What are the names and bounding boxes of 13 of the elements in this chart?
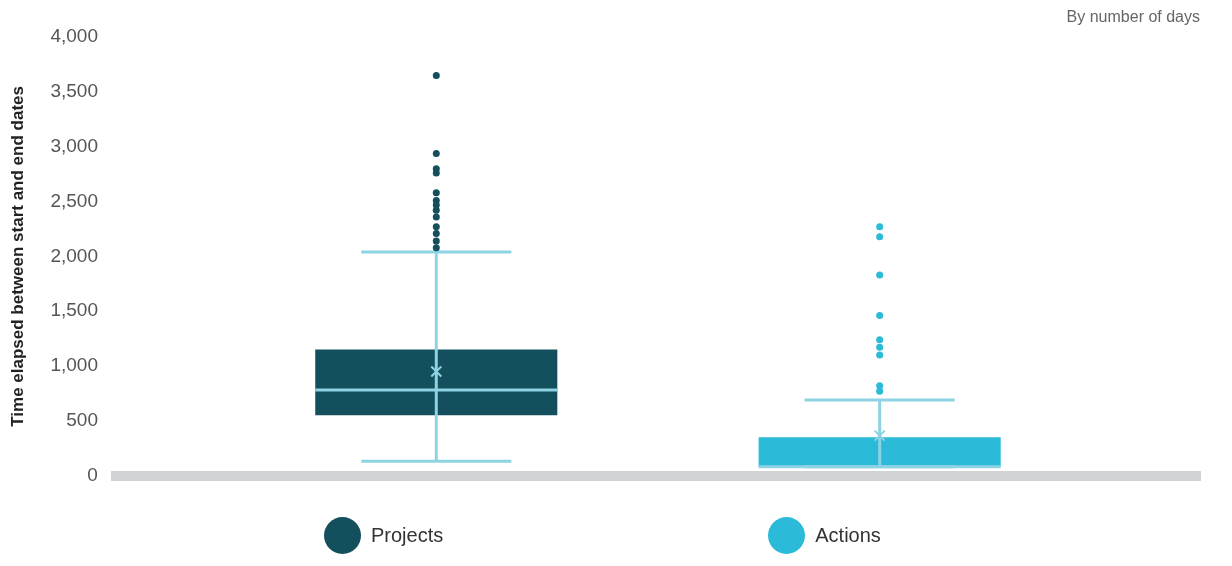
y-tick-label: 3,000	[50, 135, 98, 157]
legend-label: Actions	[815, 524, 881, 547]
y-tick-label: 1,000	[50, 354, 98, 376]
y-tick-label: 500	[66, 409, 98, 431]
chart-subtitle: By number of days	[1066, 8, 1200, 26]
y-tick-label: 1,500	[50, 299, 98, 321]
y-tick-label: 2,000	[50, 244, 98, 266]
y-tick-label: 2,500	[50, 189, 98, 211]
legend-label: Projects	[371, 524, 444, 547]
y-tick-label: 0	[87, 463, 98, 485]
y-tick-label: 3,500	[50, 80, 98, 102]
y-tick-label: 4,000	[50, 25, 98, 47]
y-axis-title: Time elapsed between start and end dates	[7, 86, 27, 427]
